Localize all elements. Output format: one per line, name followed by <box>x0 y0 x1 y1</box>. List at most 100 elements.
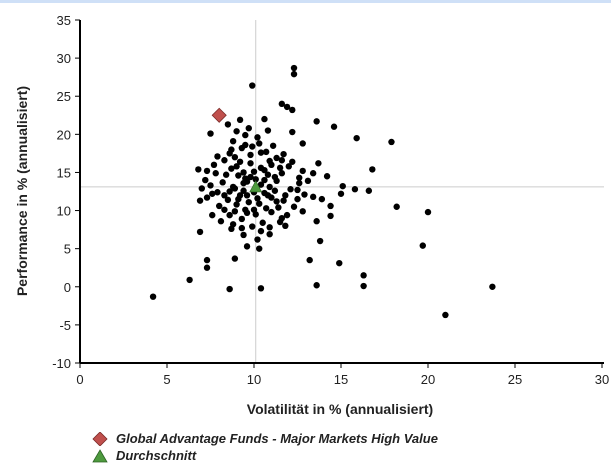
peer-fund-point <box>316 237 324 245</box>
peer-fund-point <box>313 118 320 125</box>
y-tick-label: 0 <box>64 280 71 295</box>
peer-fund-point <box>243 243 251 250</box>
peer-fund-point <box>254 195 261 202</box>
peer-fund-point <box>214 153 221 160</box>
peer-fund-point <box>262 205 270 212</box>
peer-fund-point <box>221 157 228 164</box>
peer-fund-point <box>252 176 259 183</box>
peer-fund-point <box>243 192 251 199</box>
peer-fund-point <box>229 221 237 228</box>
legend-label-average: Durchschnitt <box>116 448 197 463</box>
peer-fund-point <box>268 208 275 216</box>
peer-fund-point <box>203 264 211 271</box>
peer-fund-point <box>299 208 306 215</box>
peer-fund-point <box>186 276 193 284</box>
peer-fund-point <box>254 134 261 141</box>
x-tick-label: 0 <box>76 372 83 387</box>
peer-fund-point <box>273 198 280 205</box>
peer-fund-point <box>242 131 249 139</box>
x-axis-ticks: 0 5 10 15 20 25 30 <box>76 363 609 387</box>
peer-fund-point <box>235 195 242 203</box>
peer-fund-point <box>323 173 331 180</box>
peer-fund-point <box>264 127 272 134</box>
peer-fund-point <box>393 203 400 210</box>
peer-fund-point <box>280 150 287 158</box>
peer-fund-point <box>388 138 395 146</box>
peer-fund-point <box>257 181 265 188</box>
y-tick-label: 20 <box>57 127 71 142</box>
peer-fund-point <box>330 123 338 130</box>
peer-fund-point <box>224 121 232 128</box>
peer-fund-point <box>290 64 298 72</box>
peer-fund-point <box>262 148 270 156</box>
peer-fund-point <box>287 186 294 193</box>
peer-fund-point <box>261 176 268 184</box>
peer-fund-point <box>337 190 345 197</box>
peer-fund-point <box>214 189 221 196</box>
top-border-strip <box>0 0 611 3</box>
peer-fund-point <box>249 82 256 89</box>
fund-diamond-point <box>211 107 227 123</box>
data-points <box>149 64 496 319</box>
average-triangle-point <box>249 180 263 193</box>
peer-fund-point <box>203 256 211 264</box>
peer-fund-point <box>240 169 247 176</box>
peer-fund-point <box>238 224 246 232</box>
peer-fund-point <box>226 150 233 157</box>
peer-fund-point <box>196 228 204 236</box>
y-tick-label: 30 <box>57 51 71 66</box>
peer-fund-point <box>289 106 296 114</box>
legend-item-average: Durchschnitt <box>92 447 438 464</box>
peer-fund-point <box>233 163 240 170</box>
peer-fund-point <box>224 196 232 204</box>
peer-fund-point <box>222 171 230 178</box>
peer-fund-point <box>278 214 286 222</box>
y-tick-label: 15 <box>57 165 71 180</box>
peer-fund-point <box>256 140 263 147</box>
peer-fund-point <box>336 259 343 267</box>
peer-fund-point <box>289 158 296 165</box>
peer-fund-point <box>196 197 204 204</box>
peer-fund-point <box>327 202 334 210</box>
peer-fund-point <box>203 194 211 201</box>
peer-fund-point <box>149 293 157 300</box>
peer-fund-point <box>315 160 322 167</box>
peer-fund-point <box>264 171 272 178</box>
peer-fund-point <box>209 190 216 197</box>
peer-fund-point <box>256 200 263 207</box>
peer-fund-point <box>309 170 317 177</box>
x-tick-label: 5 <box>163 372 170 387</box>
peer-fund-point <box>236 158 244 165</box>
peer-fund-point <box>271 173 279 181</box>
y-tick-label: 35 <box>57 13 71 28</box>
peer-fund-point <box>360 272 367 279</box>
peer-fund-point <box>235 172 242 179</box>
peer-fund-point <box>301 191 308 198</box>
y-axis-title: Performance in % (annualisiert) <box>14 86 30 296</box>
peer-fund-point <box>219 179 226 186</box>
peer-fund-point <box>247 173 254 181</box>
peer-fund-point <box>266 224 273 231</box>
peer-fund-point <box>259 219 266 226</box>
peer-fund-point <box>257 227 265 235</box>
peer-fund-point <box>198 185 205 192</box>
peer-fund-point <box>226 188 233 195</box>
peer-fund-point <box>233 128 240 135</box>
peer-fund-point <box>294 186 301 194</box>
peer-fund-point <box>249 143 256 150</box>
legend-label-fund: Global Advantage Funds - Major Markets H… <box>116 431 438 446</box>
peer-fund-point <box>256 245 263 252</box>
scatter-chart: 0 5 10 15 20 25 30 35 30 25 20 15 10 5 0 -5 -10 Volatil… <box>14 13 609 417</box>
peer-fund-point <box>216 202 223 210</box>
x-tick-label: 15 <box>334 372 348 387</box>
peer-fund-point <box>313 282 320 289</box>
peer-fund-point <box>242 175 249 182</box>
peer-fund-point <box>351 186 359 193</box>
peer-fund-point <box>289 128 296 136</box>
peer-fund-point <box>245 198 252 206</box>
peer-fund-point <box>250 206 258 213</box>
peer-fund-point <box>304 177 312 185</box>
peer-fund-point <box>419 242 426 249</box>
legend: Global Advantage Funds - Major Markets H… <box>92 430 438 464</box>
peer-fund-point <box>266 230 273 238</box>
